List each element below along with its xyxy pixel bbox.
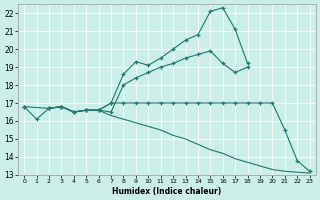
X-axis label: Humidex (Indice chaleur): Humidex (Indice chaleur)	[112, 187, 221, 196]
